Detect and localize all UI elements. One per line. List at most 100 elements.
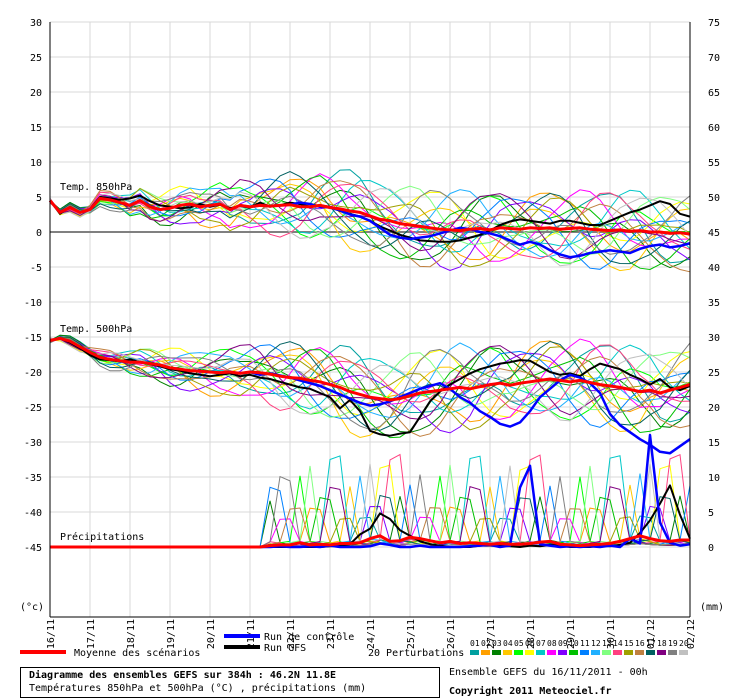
- main-series: [48, 194, 691, 549]
- panel-label-precip: Précipitations: [60, 531, 144, 543]
- member-color-swatch: [492, 650, 501, 655]
- panel-label-t500: Temp. 500hPa: [60, 324, 132, 335]
- x-tick-label: 19/11: [166, 619, 177, 649]
- left-tick-label: 5: [36, 193, 42, 204]
- left-tick-label: 30: [30, 18, 42, 29]
- right-tick-label: 20: [708, 403, 720, 414]
- right-tick-label: 65: [708, 88, 720, 99]
- member-code-label: 02: [481, 639, 491, 648]
- member-t500-line: [49, 337, 691, 418]
- left-tick-label: -20: [24, 368, 42, 379]
- member-t850-line: [49, 186, 691, 268]
- member-color-swatch: [613, 650, 622, 655]
- right-tick-label: 75: [708, 18, 720, 29]
- member-color-swatch: [558, 650, 567, 655]
- legend-mean-label: Moyenne des scénarios: [74, 647, 200, 659]
- right-tick-label: 15: [708, 438, 720, 449]
- panel-label-t850: Temp. 850hPa: [60, 182, 132, 193]
- member-color-swatch: [668, 650, 677, 655]
- member-t500-line: [49, 338, 691, 419]
- member-color-swatch: [547, 650, 556, 655]
- member-color-swatch: [591, 650, 600, 655]
- member-t500-line: [49, 336, 691, 431]
- member-color-swatch: [470, 650, 479, 655]
- member-color-swatch: [624, 650, 633, 655]
- chart-title: Diagramme des ensembles GEFS sur 384h : …: [29, 670, 337, 681]
- member-t850-line: [49, 179, 691, 253]
- right-tick-label: 40: [708, 263, 720, 274]
- member-code-label: 17: [646, 639, 656, 648]
- mean-t850-line: [48, 196, 691, 236]
- x-tick-label: 26/11: [446, 619, 457, 649]
- member-color-swatch: [657, 650, 666, 655]
- x-tick-label: 17/11: [86, 619, 97, 649]
- run-info: Ensemble GEFS du 16/11/2011 - 00h: [449, 667, 648, 678]
- member-code-label: 05: [514, 639, 524, 648]
- member-code-label: 20: [679, 639, 689, 648]
- legend-control-label: Run de contrôle: [264, 631, 354, 643]
- left-tick-label: -40: [24, 508, 42, 519]
- member-color-swatch: [514, 650, 523, 655]
- member-t850-line: [49, 185, 691, 255]
- chart-title-box: Diagramme des ensembles GEFS sur 384h : …: [20, 667, 440, 698]
- member-t500-line: [49, 336, 691, 414]
- right-tick-label: 0: [708, 543, 714, 554]
- x-tick-label: 27/11: [486, 619, 497, 649]
- member-code-label: 10: [569, 639, 579, 648]
- member-t850-line: [49, 175, 691, 271]
- right-tick-label: 35: [708, 298, 720, 309]
- x-tick-label: 16/11: [46, 619, 57, 649]
- member-color-swatch: [569, 650, 578, 655]
- x-tick-label: 25/11: [406, 619, 417, 649]
- x-tick-label: 24/11: [366, 619, 377, 649]
- member-color-swatch: [646, 650, 655, 655]
- member-color-swatch: [525, 650, 534, 655]
- mean-t500-line: [49, 336, 691, 402]
- x-tick-label: 22/11: [286, 619, 297, 649]
- left-tick-label: -30: [24, 438, 42, 449]
- member-code-label: 11: [580, 639, 590, 648]
- right-tick-label: 30: [708, 333, 720, 344]
- member-code-label: 14: [613, 639, 623, 648]
- member-code-label: 13: [602, 639, 612, 648]
- member-code-label: 08: [547, 639, 557, 648]
- member-code-label: 01: [470, 639, 480, 648]
- x-tick-label: 30/11: [606, 619, 617, 649]
- chart-subtitle: Températures 850hPa et 500hPa (°C) , pré…: [29, 683, 367, 694]
- x-tick-label: 20/11: [206, 619, 217, 649]
- right-tick-label: 55: [708, 158, 720, 169]
- left-tick-label: 15: [30, 123, 42, 134]
- member-color-swatch: [536, 650, 545, 655]
- right-axis-unit: (mm): [700, 602, 724, 613]
- member-t500-line: [49, 338, 691, 439]
- x-tick-label: 18/11: [126, 619, 137, 649]
- member-t850-line: [49, 182, 691, 264]
- x-tick-label: 02/12: [686, 619, 697, 649]
- left-tick-label: -15: [24, 333, 42, 344]
- right-tick-label: 25: [708, 368, 720, 379]
- right-tick-label: 45: [708, 228, 720, 239]
- member-t850-line: [49, 189, 691, 255]
- member-code-label: 16: [635, 639, 645, 648]
- left-tick-label: -5: [30, 263, 42, 274]
- legend-perturbations-label: 20 Perturbations: [368, 648, 464, 659]
- member-t850-line: [49, 183, 691, 272]
- member-code-label: 06: [525, 639, 535, 648]
- member-code-label: 19: [668, 639, 678, 648]
- member-code-label: 04: [503, 639, 513, 648]
- member-t500-line: [49, 336, 691, 421]
- member-color-swatch: [503, 650, 512, 655]
- member-t850-line: [49, 187, 691, 258]
- member-code-label: 18: [657, 639, 667, 648]
- member-color-swatch: [602, 650, 611, 655]
- legend-gfs-label: Run GFS: [264, 643, 306, 654]
- right-tick-label: 5: [708, 508, 714, 519]
- member-t500-line: [49, 339, 691, 439]
- member-code-label: 03: [492, 639, 502, 648]
- right-tick-label: 10: [708, 473, 720, 484]
- x-tick-label: 23/11: [326, 619, 337, 649]
- mean-precip-line: [50, 534, 690, 549]
- member-code-label: 07: [536, 639, 546, 648]
- member-color-swatch: [679, 650, 688, 655]
- member-color-swatch: [481, 650, 490, 655]
